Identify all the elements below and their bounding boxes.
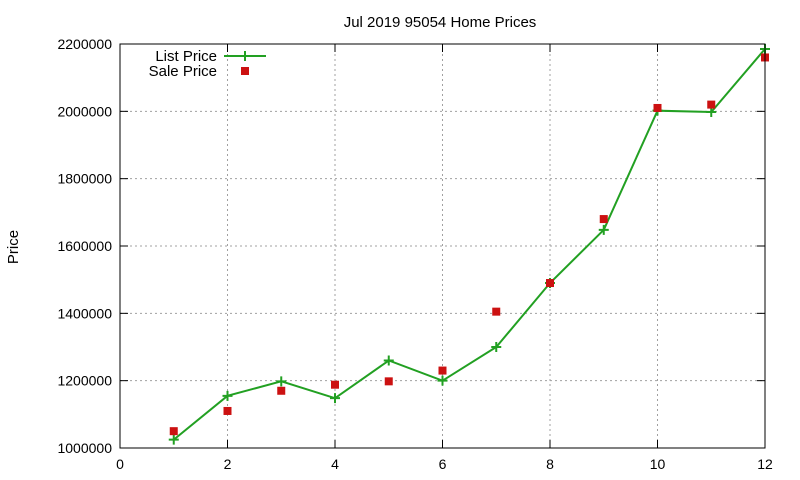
axis-ticks: 1000000 1200000 1400000 1600000 1800000 20000…	[57, 36, 773, 472]
list-price-point	[168, 434, 179, 445]
sale-price-point	[438, 366, 447, 375]
x-tick-label: 12	[757, 456, 773, 472]
plot-frame	[119, 43, 766, 449]
y-tick-label: 2000000	[57, 103, 112, 119]
x-tick-label: 2	[224, 456, 232, 472]
y-tick-label: 1400000	[57, 305, 112, 321]
list-price-point	[383, 355, 394, 366]
plot-series	[168, 44, 770, 445]
sale-price-point	[492, 307, 501, 316]
sale-price-point	[277, 386, 286, 395]
y-tick-label: 1800000	[57, 171, 112, 187]
legend-marker-list-price	[240, 51, 250, 61]
x-tick-label: 10	[650, 456, 666, 472]
sale-price-point	[546, 279, 554, 288]
list-price-line	[173, 48, 766, 441]
sale-price-point	[653, 103, 662, 112]
chart-title: Jul 2019 95054 Home Prices	[344, 14, 537, 31]
y-tick-label: 1200000	[57, 373, 112, 389]
legend-marker-sale-price	[241, 67, 249, 75]
sale-price-point	[331, 380, 339, 389]
list-price-point	[491, 342, 502, 352]
y-tick-label: 2200000	[57, 36, 112, 52]
grid-lines	[120, 44, 765, 448]
sale-price-point	[707, 100, 716, 109]
list-price-point	[330, 393, 340, 404]
legend-label-list-price: List Price	[155, 48, 217, 65]
y-tick-label: 1600000	[57, 238, 112, 254]
list-price-point	[706, 107, 717, 118]
list-price-point	[276, 376, 287, 387]
sale-price-point	[384, 377, 393, 386]
x-tick-label: 8	[546, 456, 554, 472]
list-price-point	[222, 390, 233, 401]
x-tick-label: 0	[116, 456, 124, 472]
list-price-point	[598, 224, 609, 235]
y-tick-label: 1000000	[57, 440, 112, 456]
sale-price-point	[169, 427, 178, 436]
legend-label-sale-price: Sale Price	[149, 63, 217, 80]
list-price-point	[437, 375, 448, 386]
sale-price-point	[599, 215, 608, 224]
x-tick-label: 6	[439, 456, 447, 472]
y-axis-label: Price	[5, 230, 22, 264]
sale-price-point	[223, 406, 232, 415]
x-tick-label: 4	[331, 456, 339, 472]
